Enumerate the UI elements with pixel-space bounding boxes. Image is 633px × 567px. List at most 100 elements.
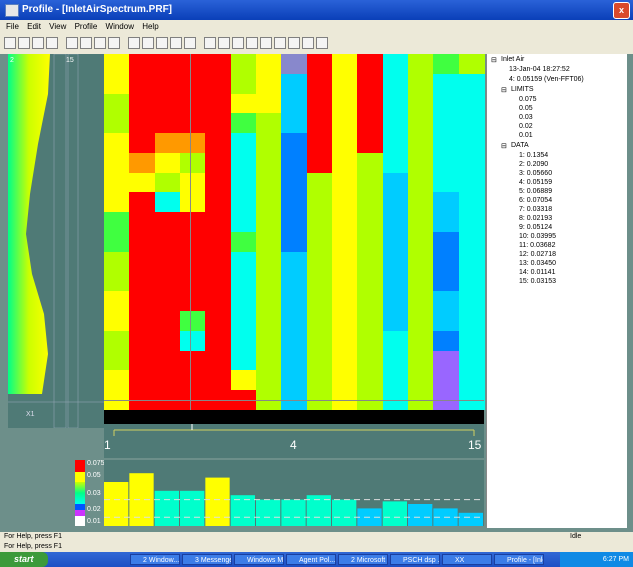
taskbar-task[interactable]: 2 Window... (130, 554, 180, 565)
tree-data-item[interactable]: 4: 0.05159 (519, 179, 553, 186)
tree-data-item[interactable]: 15: 0.03153 (519, 278, 556, 285)
heatmap-cell (230, 291, 257, 312)
tree-data-item[interactable]: 5: 0.06889 (519, 188, 553, 195)
menu-file[interactable]: File (6, 22, 19, 31)
tree-data-item[interactable]: 12: 0.02718 (519, 251, 556, 258)
taskbar-task[interactable]: Profile - [Inle... (494, 554, 544, 565)
heatmap-cell (408, 73, 434, 94)
chart-icon[interactable] (128, 37, 140, 49)
heatmap-cell (154, 251, 181, 272)
tree-data-item[interactable]: 14: 0.01141 (519, 269, 556, 276)
tree-collapse-icon[interactable]: ⊟ (491, 57, 497, 64)
cut-icon[interactable] (66, 37, 78, 49)
heatmap-cell (256, 212, 282, 233)
tree-view[interactable]: ⊟ Inlet Air 13-Jan-04 18:27:52 4: 0.0515… (486, 54, 627, 528)
crosshair-icon[interactable] (288, 37, 300, 49)
tree-data-item[interactable]: 13: 0.03450 (519, 260, 556, 267)
heatmap-cell (306, 271, 333, 292)
menu-profile[interactable]: Profile (74, 22, 98, 31)
help-icon[interactable] (316, 37, 328, 49)
left-mid-number: 15 (66, 57, 74, 64)
tree-data-item[interactable]: 2: 0.2090 (519, 161, 549, 168)
tree-data[interactable]: DATA (511, 142, 529, 149)
heatmap-cell (129, 232, 156, 252)
heatmap-cell (458, 212, 485, 233)
menu-window[interactable]: Window (105, 22, 134, 31)
window-title: Profile - [InletAirSpectrum.PRF] (22, 4, 173, 15)
heatmap-cell (458, 232, 485, 252)
taskbar-task[interactable]: 2 Microsoft ... (338, 554, 388, 565)
paste-icon[interactable] (94, 37, 106, 49)
tree-data-item[interactable]: 9: 0.05124 (519, 224, 553, 231)
spectrum-heatmap[interactable] (104, 54, 485, 411)
tree-limit-item[interactable]: 0.075 (519, 96, 537, 103)
taskbar-task[interactable]: PSCH dsp ... (390, 554, 440, 565)
heatmap-cell (205, 212, 232, 233)
layout-icon[interactable] (260, 37, 272, 49)
heatmap-cell (205, 113, 232, 134)
undo-icon[interactable] (108, 37, 120, 49)
heatmap-cell (382, 330, 409, 351)
zoom-fit-icon[interactable] (232, 37, 244, 49)
play-icon[interactable] (170, 37, 182, 49)
tree-limit-item[interactable]: 0.05 (519, 105, 533, 112)
heatmap-cell (458, 133, 485, 154)
taskbar-task[interactable]: Windows Me... (234, 554, 284, 565)
taskbar-task[interactable]: XX (442, 554, 492, 565)
table-icon[interactable] (142, 37, 154, 49)
heatmap-cell (433, 54, 460, 74)
copy-icon[interactable] (80, 37, 92, 49)
menu-edit[interactable]: Edit (27, 22, 41, 31)
heatmap-cell (332, 152, 358, 173)
tree-limit-item[interactable]: 0.02 (519, 123, 533, 130)
tree-node-selected[interactable]: 4: 0.05159 (Ven-FFT06) (509, 76, 584, 83)
tree-data-item[interactable]: 1: 0.1354 (519, 152, 549, 159)
tree-root[interactable]: Inlet Air (501, 56, 525, 63)
taskbar-task[interactable]: Agent Pol... (286, 554, 336, 565)
tree-limits[interactable]: LIMITS (511, 86, 534, 93)
zoom-out-icon[interactable] (218, 37, 230, 49)
left-top-number: 2 (10, 57, 14, 64)
tree-limit-item[interactable]: 0.01 (519, 132, 533, 139)
heatmap-cell (129, 152, 156, 173)
heatmap-cell (180, 192, 206, 213)
tree-data-item[interactable]: 8: 0.02193 (519, 215, 553, 222)
tree-data-item[interactable]: 11: 0.03682 (519, 242, 556, 249)
left-bottom-marker: X1 (26, 411, 35, 418)
heatmap-cell (357, 350, 384, 371)
tree-node-date[interactable]: 13-Jan-04 18:27:52 (509, 66, 570, 73)
tree-limit-item[interactable]: 0.03 (519, 114, 533, 121)
taskbar-task[interactable]: 3 Messenger (182, 554, 232, 565)
heatmap-cell (458, 271, 485, 292)
tree-data-collapse-icon[interactable]: ⊟ (501, 143, 507, 150)
open-icon[interactable] (18, 37, 30, 49)
heatmap-cell (408, 93, 434, 114)
heatmap-cell (433, 192, 460, 213)
pointer-icon[interactable] (274, 37, 286, 49)
tree-limits-collapse-icon[interactable]: ⊟ (501, 87, 507, 94)
new-icon[interactable] (4, 37, 16, 49)
marker-icon[interactable] (302, 37, 314, 49)
tree-data-item[interactable]: 3: 0.05660 (519, 170, 553, 177)
close-button[interactable]: x (613, 2, 630, 19)
save-icon[interactable] (32, 37, 44, 49)
start-button[interactable]: start (0, 552, 48, 567)
heatmap-cell (104, 172, 130, 193)
tree-data-item[interactable]: 7: 0.03318 (519, 206, 553, 213)
level-plot-svg (104, 473, 484, 526)
heatmap-cell (281, 350, 308, 371)
color-icon[interactable] (246, 37, 258, 49)
heatmap-cell (129, 172, 156, 193)
zoom-in-icon[interactable] (204, 37, 216, 49)
heatmap-cell (180, 73, 206, 94)
menu-view[interactable]: View (49, 22, 67, 31)
grid-icon[interactable] (156, 37, 168, 49)
tree-data-item[interactable]: 10: 0.03995 (519, 233, 556, 240)
menu-help[interactable]: Help (142, 22, 159, 31)
print-icon[interactable] (46, 37, 58, 49)
tree-data-item[interactable]: 6: 0.07054 (519, 197, 553, 204)
stop-icon[interactable] (184, 37, 196, 49)
heatmap-cell (129, 350, 156, 371)
heatmap-cell (332, 212, 358, 233)
heatmap-cell (306, 350, 333, 371)
